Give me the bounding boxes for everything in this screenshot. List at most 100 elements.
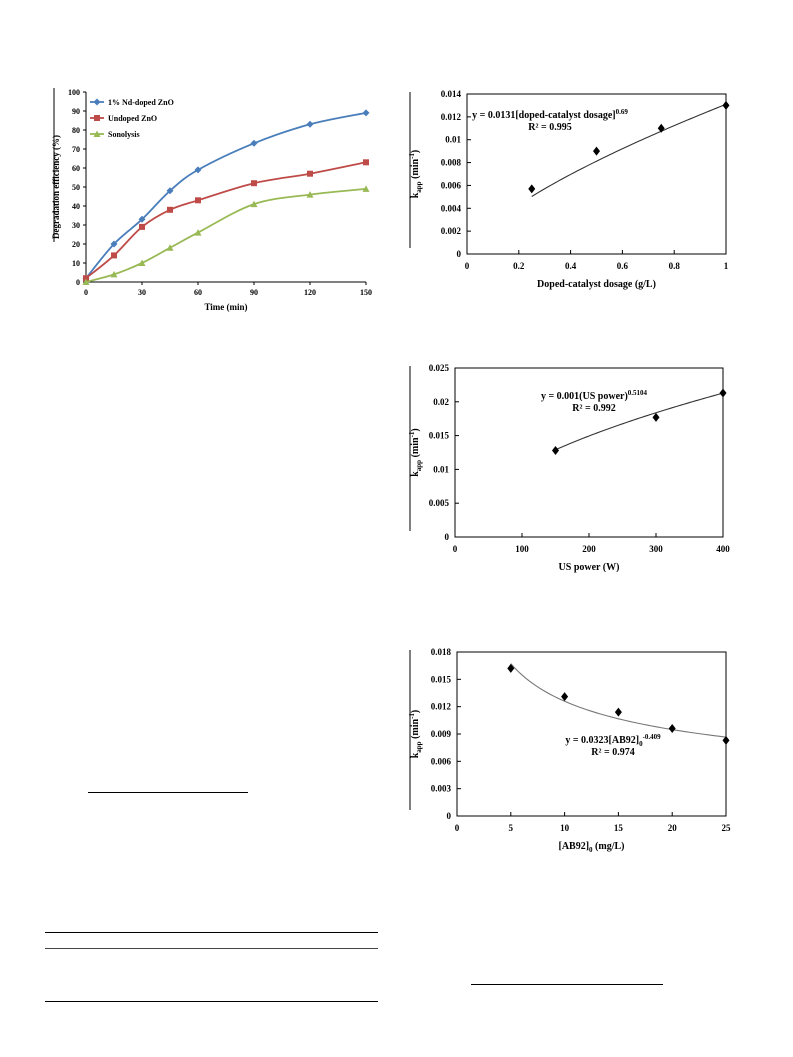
equation-label: y = 0.001(US power)0.5104 [541,389,648,402]
y-tick-label: 0 [76,278,80,287]
data-point [528,184,536,194]
legend-entry: Undoped ZnO [108,114,157,123]
y-tick-label: 0.002 [441,226,462,236]
divider-rule [471,984,663,985]
equation-label: y = 0.0131[doped-catalyst dosage]0.69 [472,108,628,121]
y-tick-label: 0.014 [441,89,462,99]
data-point [139,223,145,230]
table-rule-bottom [45,1001,378,1002]
x-tick-label: 0 [465,261,470,271]
r-squared-label: R² = 0.974 [591,747,634,758]
divider-rule [88,792,248,793]
y-tick-label: 0.018 [431,647,452,657]
series-line-2 [85,188,367,283]
legend-marker [93,98,101,106]
data-point [250,139,258,147]
x-tick-label: 0 [453,544,458,554]
r-squared-label: R² = 0.992 [572,403,615,414]
y-tick-label: 0.02 [433,397,449,407]
data-point [561,692,569,702]
plot-area: 0 0.005 0.01 0.015 0.02 0.025 0 100 200 300 400 US … [408,363,730,573]
y-tick-label: 80 [72,126,80,135]
series-line-0 [85,112,367,279]
x-tick-label: 0.4 [565,261,577,271]
plot-frame [456,651,727,817]
x-tick-label: 150 [360,288,372,297]
chart-degradation-efficiency: 0 10 20 30 40 50 60 70 80 90 100 0 30 60 90 120 150 Time … [51,88,372,312]
y-axis-label: kapp (min-1) [408,428,423,477]
legend-entry: Sonolysis [108,130,140,139]
y-tick-label: 0.006 [431,756,452,766]
data-point [111,252,117,259]
x-tick-label: 0 [84,288,88,297]
x-tick-label: 30 [138,288,146,297]
x-axis-label: Time (min) [204,302,247,312]
y-tick-label: 0.003 [431,784,452,794]
plot-frame [466,93,727,255]
x-tick-label: 10 [560,823,570,833]
data-point [657,123,665,133]
chart-kapp-vs-ab92: 0 0.003 0.006 0.009 0.012 0.015 0.018 0 5 10 15 20 2… [408,647,731,854]
data-point [194,166,202,174]
y-tick-label: 100 [68,88,80,97]
data-point [552,445,559,455]
x-tick-label: 0.8 [669,261,681,271]
data-point [167,206,173,213]
data-point [722,100,730,110]
chart-kapp-vs-us-power: 0 0.005 0.01 0.015 0.02 0.025 0 100 200 300 400 US … [408,363,730,573]
data-point [194,229,202,236]
x-tick-label: 25 [722,823,732,833]
y-tick-label: 0.01 [433,464,449,474]
y-tick-label: 0.015 [429,431,450,441]
y-tick-label: 90 [72,107,80,116]
y-tick-label: 60 [72,164,80,173]
series-line-1 [85,161,367,279]
legend-marker [94,115,100,121]
x-tick-label: 1 [724,261,729,271]
legend-entry: 1% Nd-doped ZnO [108,98,174,107]
data-point [719,388,727,398]
x-axis-label: Doped-catalyst dosage (g/L) [537,279,656,290]
data-point [362,109,370,117]
data-point [652,412,660,422]
y-axis-label: kapp (min-1) [408,150,423,199]
y-tick-label: 20 [72,240,80,249]
y-tick-label: 0.025 [429,363,450,373]
data-point [251,180,257,187]
y-tick-label: 0.01 [445,135,461,145]
x-tick-label: 100 [515,544,529,554]
table-rule-top [45,932,378,933]
x-tick-label: 60 [194,288,202,297]
data-point [593,146,600,156]
x-tick-label: 15 [614,823,624,833]
data-point [306,191,314,198]
data-point [722,735,730,745]
plot-area: 0 10 20 30 40 50 60 70 80 90 100 0 30 60 90 120 150 Time … [51,88,372,312]
data-point [82,278,90,285]
trendline [531,103,727,197]
x-tick-label: 300 [649,544,663,554]
data-point [83,275,89,282]
x-tick-label: 0 [455,823,460,833]
trendline [555,392,724,451]
y-tick-label: 0.004 [441,203,462,213]
y-tick-label: 0 [457,249,462,259]
x-tick-label: 5 [509,823,514,833]
y-tick-label: 70 [72,145,80,154]
data-point [362,185,370,192]
y-tick-label: 0 [445,532,450,542]
y-tick-label: 0.015 [431,674,452,684]
legend-marker [93,130,101,137]
data-point [166,187,174,195]
data-point [363,159,369,166]
data-point [195,197,201,204]
chart-kapp-vs-dosage: 0 0.002 0.004 0.006 0.008 0.01 0.012 0.014 0 0.2 0… [408,89,730,290]
data-point [110,270,118,278]
plot-area: 0 0.003 0.006 0.009 0.012 0.015 0.018 0 5 10 15 20 2… [408,647,731,854]
x-tick-label: 0.6 [617,261,629,271]
x-tick-label: 20 [668,823,678,833]
y-tick-label: 30 [72,221,80,230]
data-point [614,707,622,717]
equation-label: y = 0.0323[AB92]0-0.409 [565,733,661,748]
data-point [138,259,146,266]
